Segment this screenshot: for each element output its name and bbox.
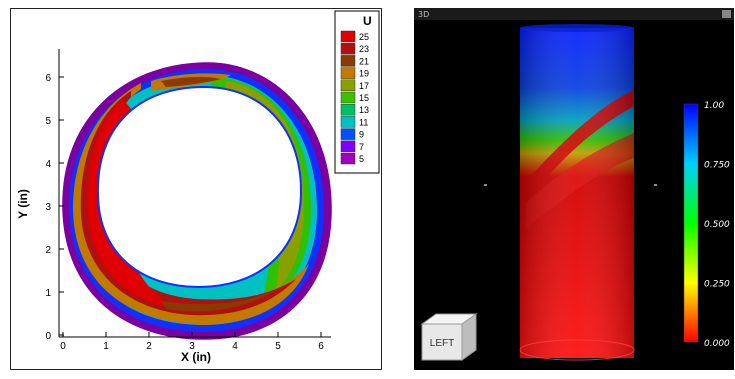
colorbar-tick-label: 0.500	[704, 220, 730, 230]
view-cube-label: LEFT	[430, 338, 454, 349]
colorbar-tick-label: 1.00	[704, 101, 724, 111]
legend-level-label: 5	[359, 154, 364, 164]
legend-level-label: 11	[359, 117, 368, 127]
3d-viewport[interactable]: 3D LEFT 1.00 0.750 0.500 0.250 0.000	[414, 8, 734, 370]
colorbar: 1.00 0.750 0.500 0.250 0.000	[683, 101, 730, 349]
x-tick-label: 4	[232, 341, 238, 352]
legend-level-label: 13	[359, 105, 369, 115]
y-tick-label: 1	[45, 288, 51, 299]
y-tick-label: 3	[45, 202, 51, 213]
x-tick-label: 5	[275, 341, 281, 352]
x-tick-label: 3	[189, 341, 195, 352]
x-tick-label: 0	[60, 341, 66, 352]
legend-swatch	[340, 116, 356, 128]
viewport-title: 3D	[418, 10, 429, 19]
x-tick-label: 2	[146, 341, 152, 352]
legend-swatch	[340, 67, 356, 79]
legend-swatch	[340, 103, 356, 116]
inner-hole	[96, 85, 303, 289]
y-tick-label: 2	[45, 245, 51, 256]
contour-legend: U 25 23 21 19 17 15 13 11 9 7 5	[334, 10, 380, 174]
y-tick-label: 4	[45, 159, 51, 170]
legend-swatch	[340, 30, 356, 43]
legend-swatch	[340, 42, 356, 55]
legend-swatch	[340, 55, 356, 67]
legend-swatch	[340, 140, 356, 153]
maximize-icon[interactable]	[722, 10, 731, 18]
legend-level-label: 23	[359, 44, 369, 54]
legend-level-label: 15	[359, 93, 369, 103]
legend-level-label: 17	[359, 81, 369, 91]
y-axis-label: Y (in)	[16, 189, 30, 219]
colorbar-tick-label: 0.250	[704, 280, 730, 290]
cylinder-model	[519, 24, 635, 361]
x-axis-label: X (in)	[181, 350, 211, 364]
colorbar-tick-label: 0.000	[704, 339, 730, 349]
y-tick-label: 6	[45, 73, 51, 84]
legend-level-label: 25	[359, 32, 369, 42]
legend-level-label: 9	[359, 130, 364, 140]
legend-level-label: 7	[359, 142, 364, 152]
legend-swatch	[340, 79, 356, 92]
colorbar-tick-label: 0.750	[704, 161, 730, 171]
x-tick-label: 1	[103, 341, 109, 352]
legend-title: U	[363, 14, 372, 28]
y-axis-ticks: 0 1 2 3 4 5 6	[45, 73, 64, 342]
legend-swatch	[340, 128, 356, 140]
legend-level-label: 21	[359, 56, 369, 66]
view-cube[interactable]: LEFT	[420, 313, 478, 361]
3d-render: 3D LEFT 1.00 0.750 0.500 0.250 0.000	[414, 8, 734, 361]
y-tick-label: 5	[45, 116, 51, 127]
legend-swatch	[340, 152, 356, 165]
x-axis-ticks: 0 1 2 3 4 5 6	[60, 332, 324, 352]
y-tick-label: 0	[45, 331, 51, 342]
legend-level-label: 19	[359, 69, 369, 79]
legend-swatch	[340, 91, 356, 104]
x-tick-label: 6	[318, 341, 324, 352]
